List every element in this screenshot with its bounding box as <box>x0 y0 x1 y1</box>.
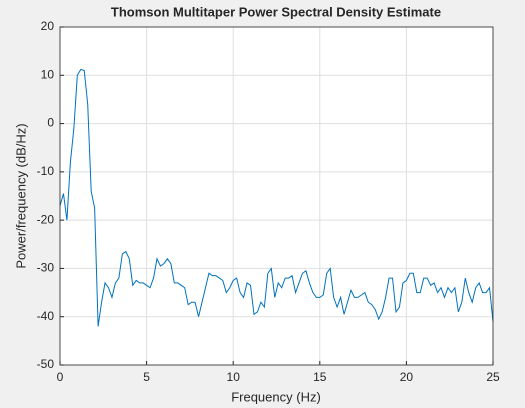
y-tick-label: -30 <box>37 261 55 275</box>
y-tick-label: -10 <box>37 164 55 178</box>
x-tick-label: 25 <box>486 370 500 384</box>
x-tick-label: 10 <box>227 370 241 384</box>
chart-title: Thomson Multitaper Power Spectral Densit… <box>111 4 441 19</box>
x-tick-label: 0 <box>57 370 64 384</box>
x-tick-label: 5 <box>143 370 150 384</box>
axes-box <box>59 26 494 366</box>
y-tick-label: 20 <box>41 19 55 33</box>
x-tick-label: 20 <box>400 370 414 384</box>
y-tick-label: 10 <box>41 67 55 81</box>
y-tick-label: -20 <box>37 212 55 226</box>
x-axis-label: Frequency (Hz) <box>231 389 321 404</box>
y-tick-label: -40 <box>37 309 55 323</box>
y-tick-label: 0 <box>47 116 54 130</box>
plot-area <box>60 27 493 365</box>
y-tick-label: -50 <box>37 357 55 371</box>
series-line <box>59 68 494 327</box>
y-axis-label: Power/frequency (dB/Hz) <box>13 123 28 268</box>
x-tick-label: 15 <box>313 370 327 384</box>
